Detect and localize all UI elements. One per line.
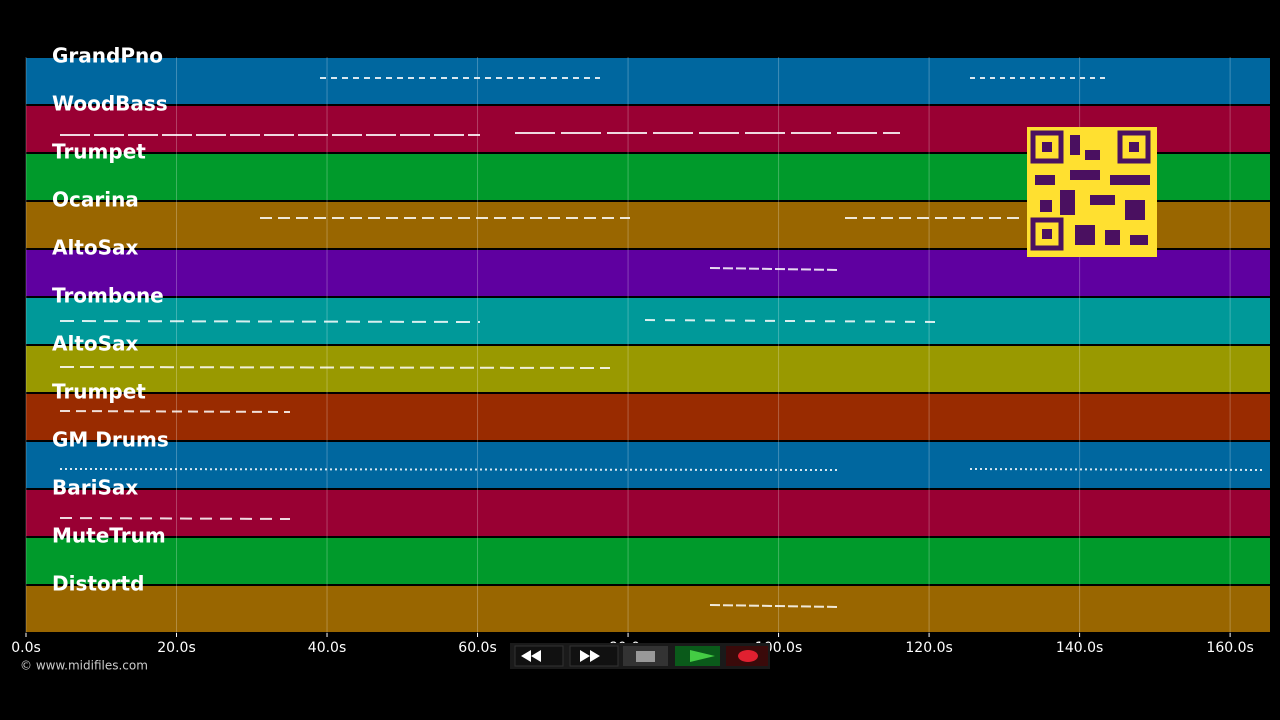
record-button[interactable] xyxy=(726,646,768,666)
track-lane xyxy=(26,586,1270,632)
grid xyxy=(25,57,1231,633)
x-tick-label: 140.0s xyxy=(1056,640,1103,656)
track-name: AltoSax xyxy=(52,332,139,356)
track-name: WoodBass xyxy=(52,92,168,116)
x-tick-label: 60.0s xyxy=(458,640,496,656)
play-button[interactable] xyxy=(675,646,720,666)
x-tick-label: 20.0s xyxy=(157,640,195,656)
track-lane xyxy=(26,442,1270,488)
track-lane xyxy=(26,538,1270,584)
track-lane xyxy=(26,394,1270,440)
track-lane xyxy=(26,250,1270,296)
track-lane xyxy=(26,490,1270,536)
rewind-button[interactable] xyxy=(514,645,564,667)
stop-button[interactable] xyxy=(623,646,668,666)
track-name: Distortd xyxy=(52,572,144,596)
track-name: GrandPno xyxy=(52,44,163,68)
copyright: © www.midifiles.com xyxy=(20,659,148,673)
transport-controls xyxy=(510,643,770,669)
forward-button[interactable] xyxy=(569,645,619,667)
x-tick-label: 160.0s xyxy=(1206,640,1253,656)
track-name: Trombone xyxy=(52,284,164,308)
qr-code xyxy=(1027,127,1157,257)
x-tick-label: 120.0s xyxy=(905,640,952,656)
notes xyxy=(59,77,1266,608)
track-name: BariSax xyxy=(52,476,138,500)
x-tick-label: 40.0s xyxy=(308,640,346,656)
track-name: Trumpet xyxy=(52,140,146,164)
track-lane xyxy=(26,58,1270,104)
x-tick-label: 0.0s xyxy=(11,640,41,656)
track-name: Trumpet xyxy=(52,380,146,404)
x-axis: 0.0s20.0s40.0s60.0s80.0s100.0s120.0s140.… xyxy=(11,633,1254,656)
track-name: Ocarina xyxy=(52,188,139,212)
track-name: MuteTrum xyxy=(52,524,166,548)
track-name: AltoSax xyxy=(52,236,139,260)
track-lane xyxy=(26,346,1270,392)
track-name: GM Drums xyxy=(52,428,169,452)
